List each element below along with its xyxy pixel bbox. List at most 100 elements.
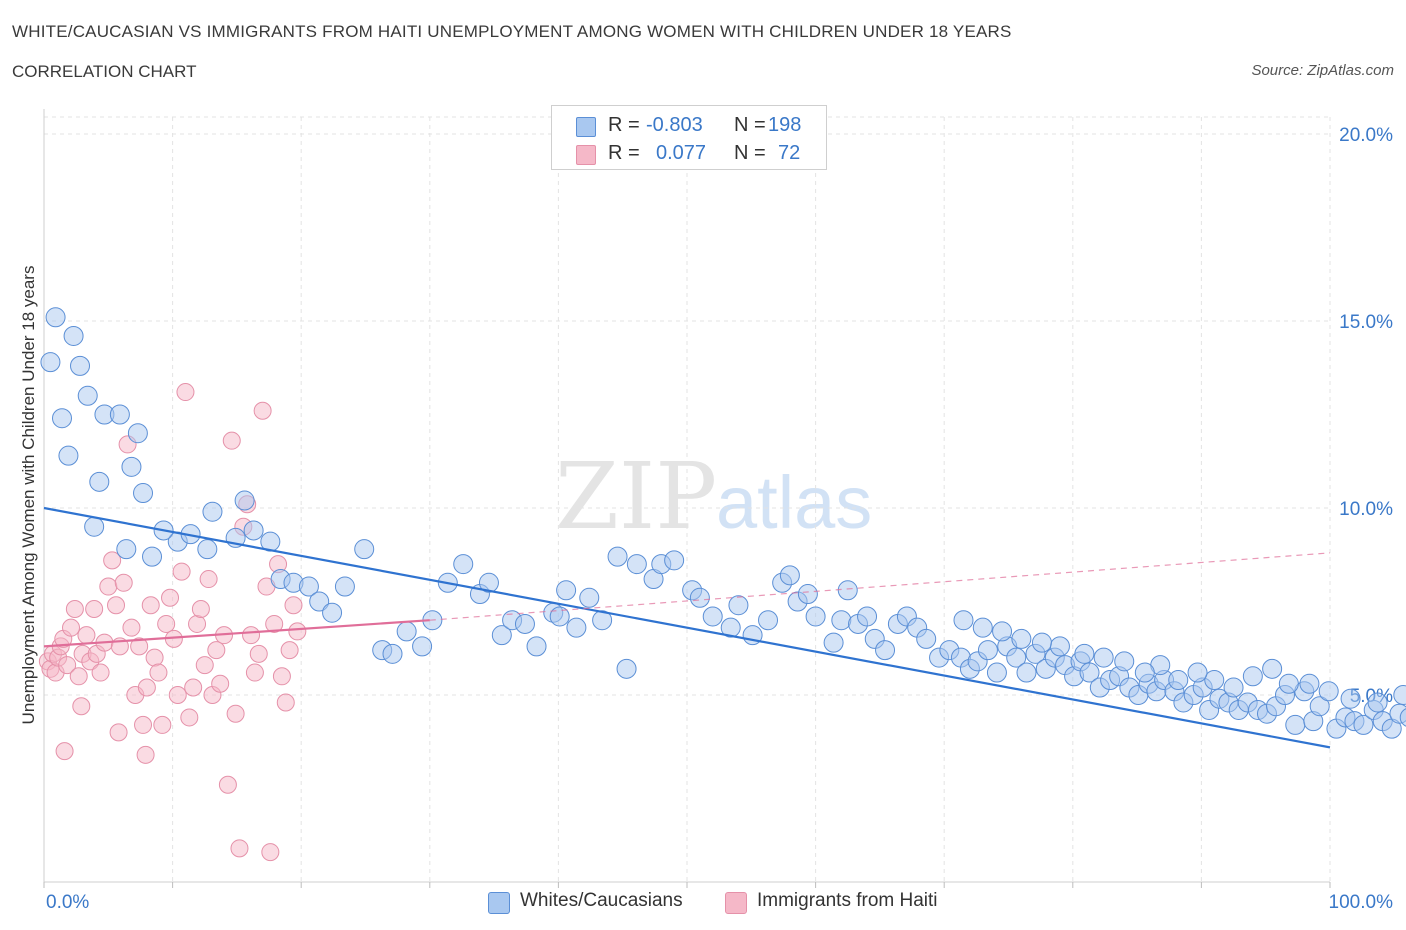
scatter-point-whites [133, 483, 154, 504]
scatter-point-whites [1049, 636, 1070, 657]
scatter-point-haiti [114, 573, 133, 592]
scatter-point-haiti [137, 678, 156, 697]
scatter-point-whites [728, 595, 749, 616]
scatter-point-haiti [172, 562, 191, 581]
scatter-point-haiti [99, 577, 118, 596]
scatter-point-whites [142, 546, 163, 567]
legend-swatch-pink [576, 145, 596, 165]
scatter-point-whites [58, 445, 79, 466]
scatter-point-whites [309, 591, 330, 612]
scatter-point-haiti [272, 667, 291, 686]
scatter-point-whites [972, 617, 993, 638]
watermark-atlas: atlas [716, 461, 872, 544]
scatter-point-haiti [161, 588, 180, 607]
scatter-point-whites [1074, 643, 1095, 664]
y-axis-label: Unemployment Among Women with Children U… [19, 266, 38, 725]
scatter-point-whites [831, 610, 852, 631]
scatter-point-whites [797, 584, 818, 605]
scatter-point-haiti [157, 614, 176, 633]
scatter-point-haiti [168, 686, 187, 704]
source-label: Source: ZipAtlas.com [1251, 62, 1394, 79]
scatter-point-haiti [85, 599, 104, 618]
scatter-point-whites [1340, 688, 1361, 709]
scatter-point-whites [1079, 662, 1100, 683]
scatter-point-whites [1299, 673, 1320, 694]
scatter-point-haiti [134, 715, 153, 734]
scatter-point-haiti [122, 618, 141, 637]
scatter-point-haiti [230, 839, 249, 858]
scatter-point-haiti [91, 663, 110, 682]
scatter-point-whites [916, 628, 937, 649]
scatter-point-whites [70, 355, 91, 376]
scatter-point-whites [1134, 662, 1155, 683]
legend-r-label: R = [608, 114, 640, 136]
scatter-point-whites [526, 636, 547, 657]
scatter-point-whites [720, 617, 741, 638]
scatter-point-haiti [207, 641, 226, 660]
scatter-point-haiti [199, 570, 218, 589]
scatter-point-haiti [276, 693, 295, 712]
scatter-point-whites [549, 606, 570, 627]
legend-r-value: -0.803 [646, 114, 703, 136]
scatter-point-whites [514, 613, 535, 634]
scatter-point-whites [1309, 696, 1330, 717]
scatter-point-whites [334, 576, 355, 597]
scatter-point-whites [1204, 670, 1225, 691]
trendline-haiti [43, 619, 430, 648]
scatter-point-whites [63, 325, 84, 346]
scatter-point-haiti [226, 704, 245, 723]
scatter-point-whites [412, 636, 433, 657]
x-tick-label: 0.0% [46, 892, 89, 913]
scatter-point-whites [202, 501, 223, 522]
scatter-point-whites [1393, 685, 1406, 705]
scatter-point-whites [616, 658, 637, 679]
scatter-point-whites [1031, 632, 1052, 653]
scatter-point-whites [89, 471, 110, 492]
scatter-point-whites [579, 587, 600, 608]
legend-n-label: N = [734, 142, 766, 164]
chart-title: WHITE/CAUCASIAN VS IMMIGRANTS FROM HAITI… [12, 22, 1012, 41]
scatter-point-haiti [261, 843, 280, 862]
scatter-point-whites [1353, 714, 1374, 735]
scatter-point-whites [1168, 670, 1189, 691]
scatter-point-haiti [265, 614, 284, 633]
legend-r-label: R = [608, 142, 640, 164]
scatter-point-whites [109, 404, 130, 425]
trendline-whites [43, 506, 1331, 749]
scatter-point-whites [556, 580, 577, 601]
scatter-point-whites [977, 640, 998, 661]
scatter-point-haiti [62, 618, 81, 637]
scatter-point-whites [322, 602, 343, 623]
scatter-point-whites [607, 546, 628, 567]
scatter-point-whites [823, 632, 844, 653]
trendline-haiti-extension [429, 552, 1331, 621]
correlation-legend: R = -0.803 N = 198 R = 0.077 N = 72 [551, 105, 827, 170]
legend-swatch-blue [576, 117, 596, 137]
scatter-point-whites [779, 565, 800, 586]
scatter-point-whites [234, 490, 255, 511]
scatter-point-whites [992, 621, 1013, 642]
scatter-point-whites [689, 587, 710, 608]
scatter-point-whites [52, 408, 73, 429]
scatter-point-whites [664, 550, 685, 571]
x-tick-label: 100.0% [1329, 892, 1394, 913]
scatter-point-whites [837, 580, 858, 601]
chart-subtitle: CORRELATION CHART [12, 62, 197, 81]
scatter-point-haiti [103, 551, 122, 570]
scatter-point-haiti [109, 723, 128, 742]
scatter-point-whites [1367, 692, 1388, 713]
scatter-point-haiti [280, 641, 299, 660]
scatter-point-haiti [58, 656, 77, 675]
scatter-point-whites [758, 610, 779, 631]
scatter-point-whites [45, 307, 66, 328]
scatter-point-haiti [130, 637, 149, 656]
y-tick-label: 10.0% [1339, 499, 1393, 520]
scatter-point-whites [116, 539, 137, 560]
scatter-point-haiti [180, 708, 199, 727]
scatter-point-whites [805, 606, 826, 627]
scatter-point-haiti [245, 663, 264, 682]
scatter-point-haiti [195, 656, 214, 675]
scatter-point-haiti [191, 599, 210, 618]
scatter-point-whites [243, 520, 264, 541]
scatter-point-haiti [149, 663, 168, 682]
